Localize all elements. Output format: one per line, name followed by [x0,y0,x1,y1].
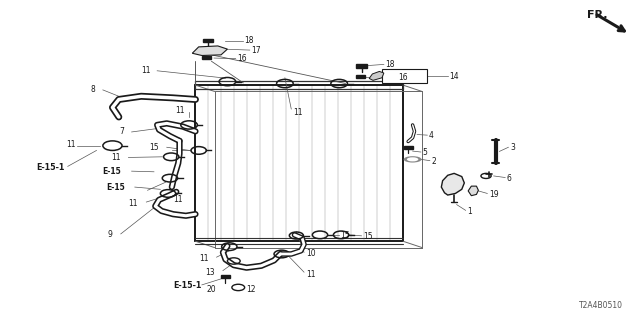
Polygon shape [468,186,478,196]
Text: 11: 11 [199,254,208,263]
Text: 4: 4 [429,131,433,140]
Text: 13: 13 [205,268,215,277]
Text: 2: 2 [431,157,436,166]
Polygon shape [192,46,227,55]
FancyBboxPatch shape [382,69,428,83]
Text: 6: 6 [506,174,511,183]
Text: 10: 10 [306,249,316,258]
Text: 11: 11 [111,153,121,162]
Text: 1: 1 [467,207,472,216]
Bar [404,146,413,149]
Ellipse shape [407,157,419,161]
Text: E-15: E-15 [106,183,125,192]
Text: 3: 3 [510,143,515,152]
Text: 17: 17 [251,45,260,55]
Text: 11: 11 [141,66,151,75]
Text: 9: 9 [108,230,113,239]
Polygon shape [369,71,384,80]
Text: 5: 5 [422,148,427,157]
Text: 16: 16 [398,73,408,82]
Text: 7: 7 [119,127,124,136]
Bar [202,56,211,59]
Bar [356,64,367,68]
Text: 14: 14 [449,72,459,81]
Text: 20: 20 [207,284,216,293]
Text: 15: 15 [340,231,350,240]
Text: 11: 11 [173,195,182,204]
Text: E-15-1: E-15-1 [36,164,65,172]
Text: E-15: E-15 [102,167,121,176]
Text: E-15-1: E-15-1 [173,281,201,290]
Text: 15: 15 [149,143,159,152]
Text: 11: 11 [175,106,184,115]
Text: 11: 11 [293,108,303,117]
Text: 18: 18 [244,36,254,45]
Text: 19: 19 [489,189,499,199]
Text: 16: 16 [237,54,246,63]
Bar [203,39,213,42]
Text: 12: 12 [246,284,256,293]
Text: 15: 15 [364,232,373,241]
Text: T2A4B0510: T2A4B0510 [579,301,623,310]
Text: 11: 11 [306,269,316,279]
Ellipse shape [404,156,422,163]
Polygon shape [442,173,465,195]
Text: 18: 18 [385,60,395,69]
Text: FR.: FR. [587,10,607,20]
Text: 11: 11 [67,140,76,149]
Bar [221,276,230,278]
Text: 8: 8 [90,85,95,94]
Bar [356,75,365,78]
Text: 11: 11 [129,199,138,208]
